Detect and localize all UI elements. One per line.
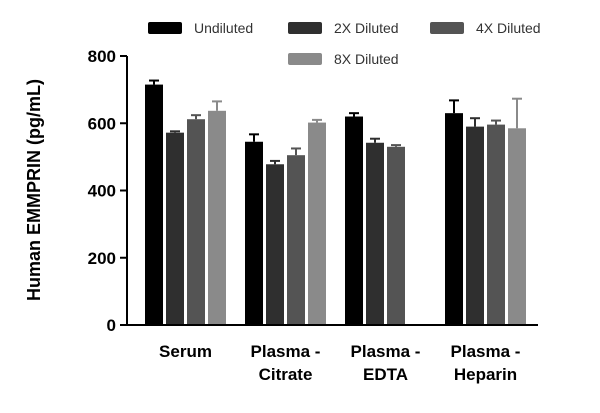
bar xyxy=(145,84,163,325)
legend-swatch xyxy=(288,22,322,34)
y-axis-title: Human EMMPRIN (pg/mL) xyxy=(24,79,44,301)
x-category-label: Plasma - xyxy=(351,342,421,361)
bar xyxy=(166,132,184,325)
y-tick-label: 0 xyxy=(107,316,116,335)
bar xyxy=(445,113,463,325)
legend-swatch xyxy=(288,53,322,65)
legend-label: 8X Diluted xyxy=(334,51,399,67)
bar xyxy=(266,164,284,325)
bar xyxy=(245,141,263,325)
axes-group: 0 200 400 600 800 Serum Plasma - Citrate Plasma … xyxy=(88,47,538,384)
y-tick-label: 400 xyxy=(88,182,116,201)
legend-item: 8X Diluted xyxy=(288,51,399,67)
y-tick-label: 800 xyxy=(88,47,116,66)
x-category-label: EDTA xyxy=(363,365,408,384)
legend-item: Undiluted xyxy=(148,20,253,36)
bar xyxy=(308,122,326,325)
legend-swatch xyxy=(430,22,464,34)
x-category-label: Heparin xyxy=(454,365,517,384)
bar xyxy=(287,155,305,325)
x-category-label: Citrate xyxy=(259,365,313,384)
bar xyxy=(387,146,405,325)
legend-label: 4X Diluted xyxy=(476,20,541,36)
x-category-label: Plasma - xyxy=(251,342,321,361)
y-tick-label: 600 xyxy=(88,114,116,133)
bar xyxy=(508,128,526,325)
x-category-label: Serum xyxy=(159,342,212,361)
x-category-label: Plasma - xyxy=(451,342,521,361)
bar xyxy=(466,126,484,325)
legend-swatch xyxy=(148,22,182,34)
bar xyxy=(208,110,226,325)
legend-label: 2X Diluted xyxy=(334,20,399,36)
bars-group xyxy=(145,79,526,326)
bar xyxy=(187,119,205,325)
legend: Undiluted 2X Diluted 4X Diluted 8X Diluted xyxy=(148,20,541,67)
bar xyxy=(345,116,363,326)
bar xyxy=(487,124,505,325)
legend-item: 4X Diluted xyxy=(430,20,541,36)
legend-label: Undiluted xyxy=(194,20,253,36)
bar xyxy=(366,142,384,325)
legend-item: 2X Diluted xyxy=(288,20,399,36)
y-tick-label: 200 xyxy=(88,249,116,268)
